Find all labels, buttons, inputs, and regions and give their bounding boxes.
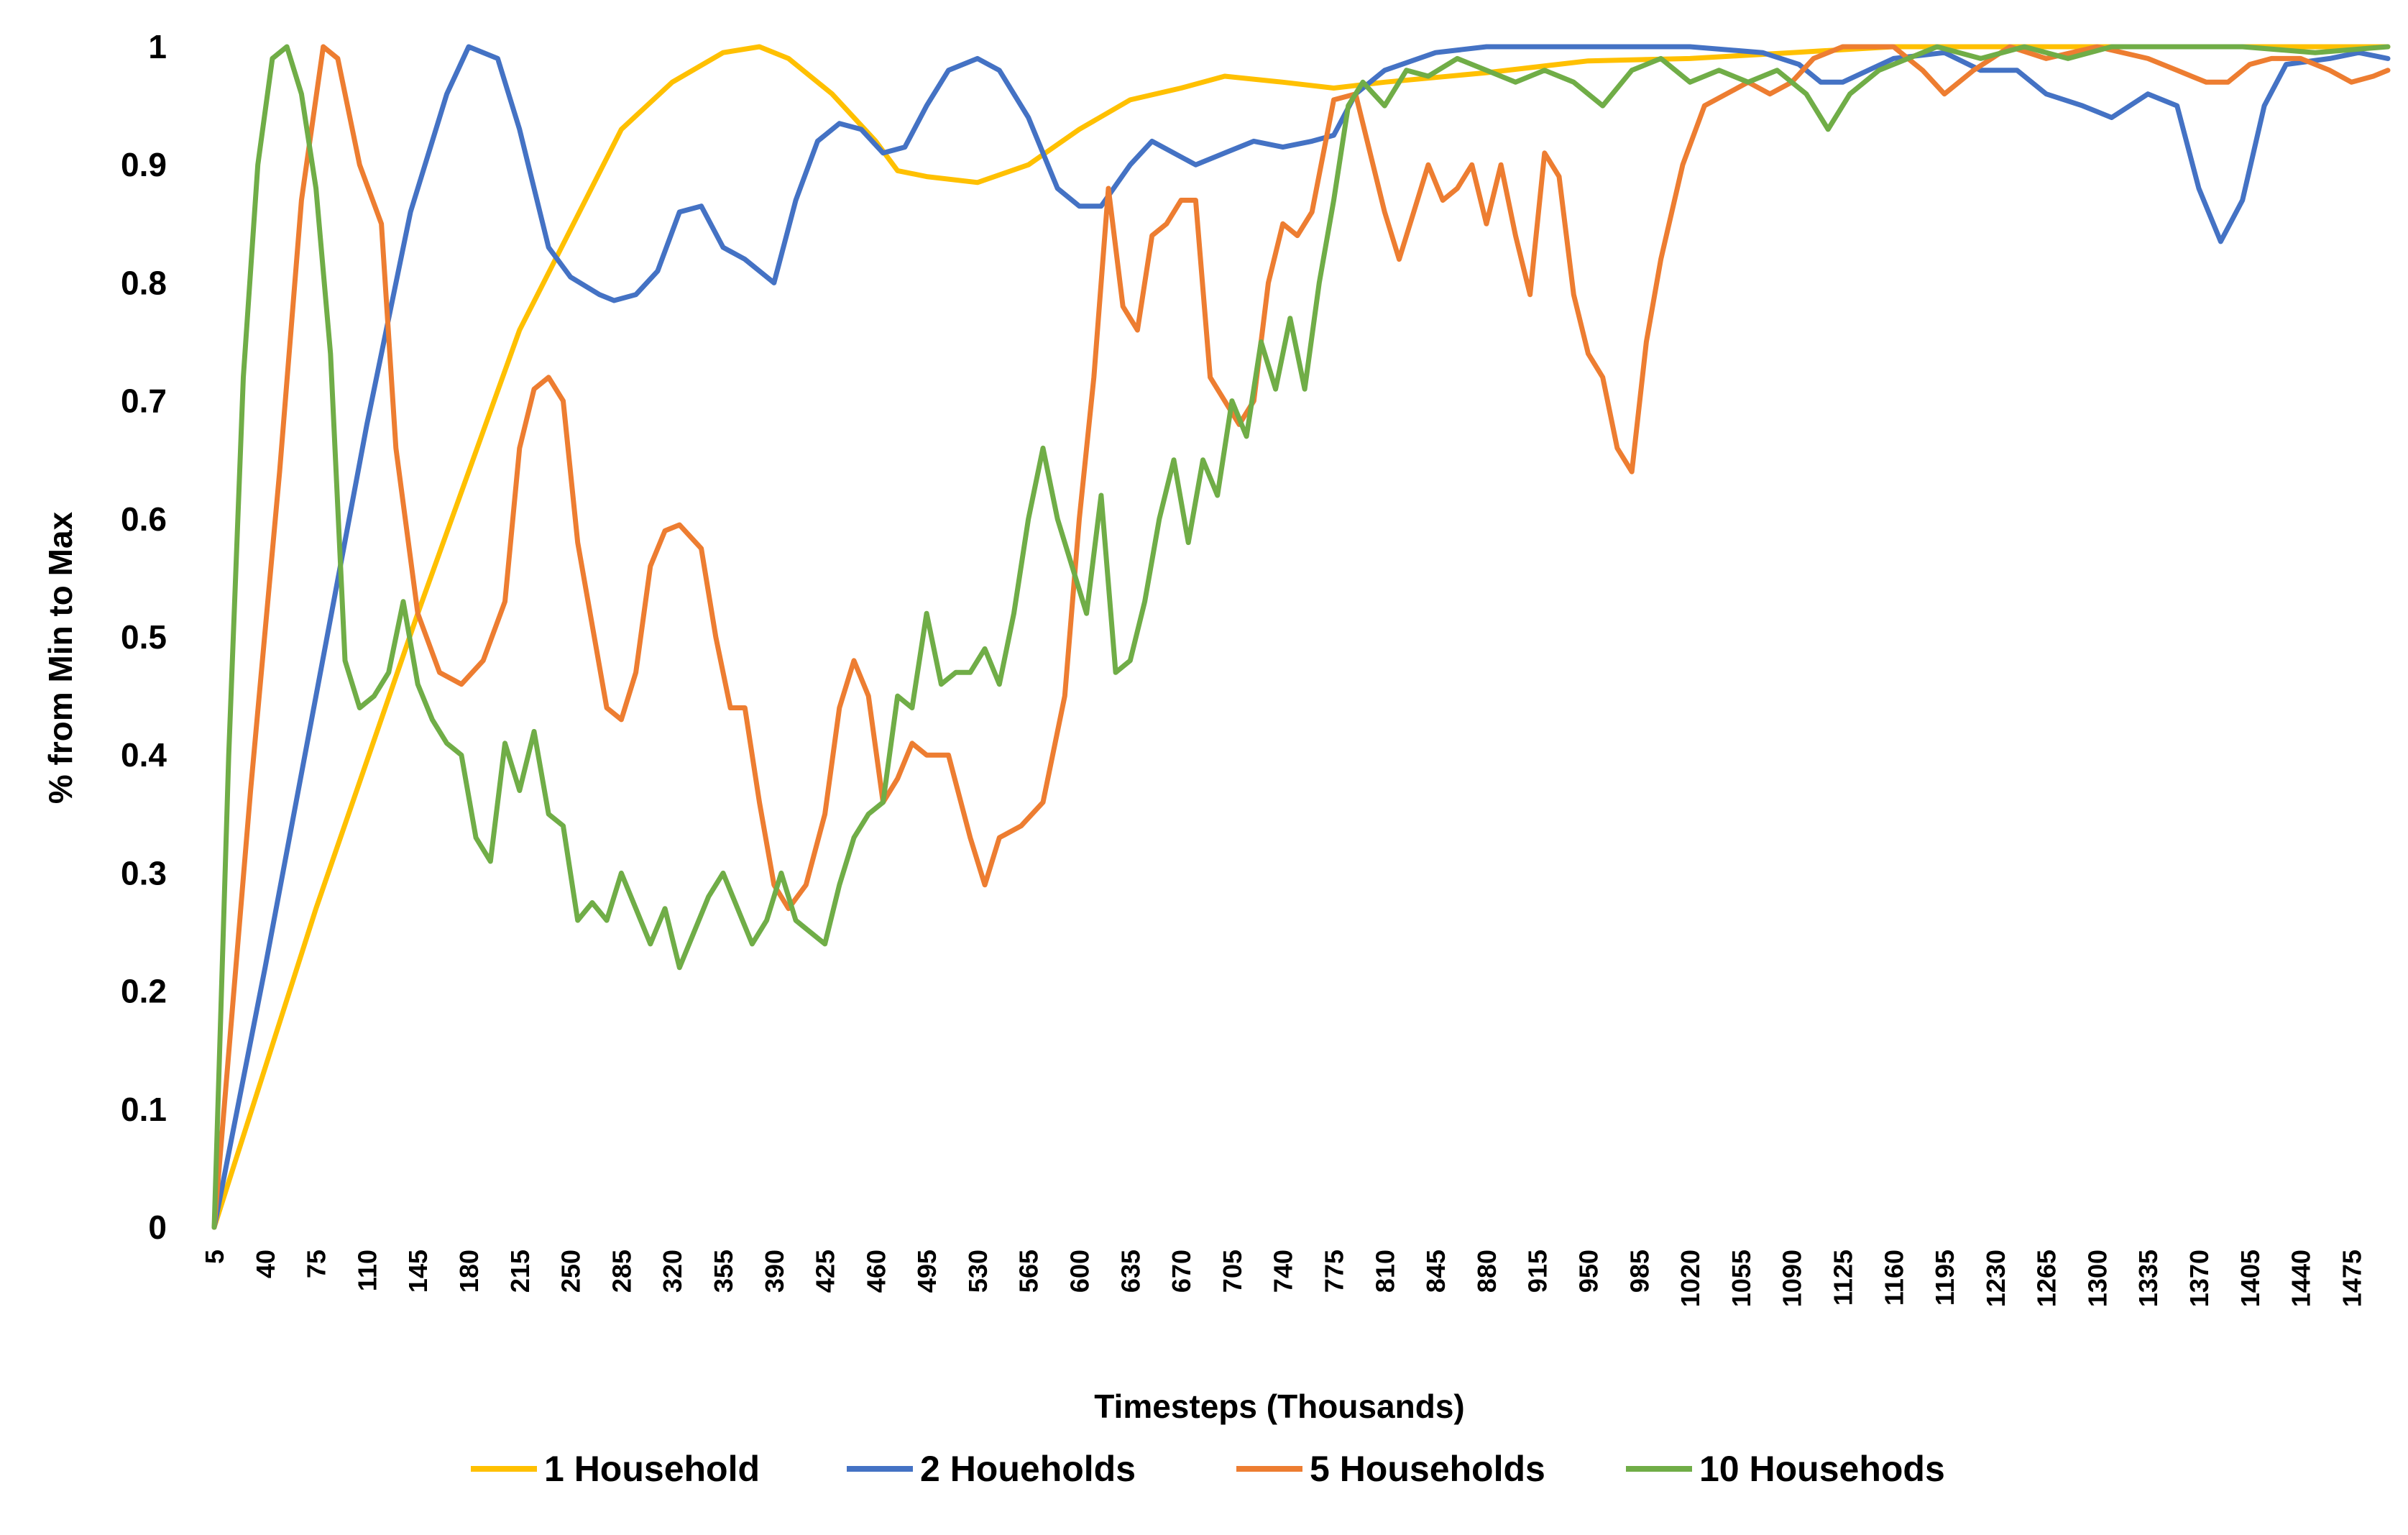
x-tick-label: 180 [454, 1250, 484, 1293]
x-tick-label: 110 [352, 1250, 382, 1291]
y-tick-label: 0.3 [121, 854, 167, 892]
legend-label-1: 1 Household [544, 1449, 760, 1489]
y-axis-title: % from Min to Max [42, 511, 79, 804]
x-tick-label: 950 [1573, 1250, 1603, 1293]
x-tick-label: 1405 [2235, 1250, 2265, 1307]
x-tick-label: 565 [1014, 1250, 1044, 1293]
x-tick-label: 390 [760, 1250, 789, 1293]
y-tick-label: 0.4 [121, 736, 167, 774]
x-tick-label: 740 [1269, 1250, 1298, 1293]
x-tick-label: 250 [556, 1250, 586, 1293]
y-tick-label: 0.5 [121, 618, 167, 656]
x-tick-label: 425 [811, 1250, 840, 1293]
x-tick-label: 915 [1523, 1250, 1553, 1293]
x-tick-label: 285 [607, 1250, 636, 1293]
legend: 1 Household 2 Houeholds 5 Households 10 Hou… [471, 1449, 1945, 1489]
x-tick-label: 495 [912, 1250, 942, 1293]
x-tick-label: 705 [1218, 1250, 1247, 1293]
legend-label-3: 5 Households [1310, 1449, 1545, 1489]
x-tick-label: 1090 [1778, 1250, 1807, 1307]
x-tick-label: 75 [302, 1250, 331, 1278]
x-tick-label: 1265 [2032, 1250, 2062, 1307]
y-tick-label: 0.6 [121, 500, 167, 538]
series-line-4 [211, 44, 2391, 1230]
x-tick-label: 320 [658, 1250, 687, 1293]
x-tick-label: 5 [200, 1250, 229, 1264]
y-tick-label: 0.7 [121, 382, 167, 420]
x-tick-label: 670 [1167, 1250, 1196, 1293]
x-tick-label: 1440 [2287, 1250, 2316, 1307]
x-tick-label: 810 [1370, 1250, 1400, 1293]
x-axis-ticks: 5 40 75 110 145 180 215 250 285 320 355 390 425 460 49… [200, 1250, 2366, 1307]
x-tick-label: 145 [403, 1250, 433, 1293]
x-tick-label: 215 [505, 1250, 535, 1293]
y-axis-ticks: 0 0.1 0.2 0.3 0.4 0.5 0.6 0.7 0.8 0.9 1 [121, 28, 167, 1246]
x-tick-label: 1370 [2184, 1250, 2214, 1307]
x-tick-label: 40 [251, 1250, 280, 1278]
y-tick-label: 0.9 [121, 146, 167, 183]
x-tick-label: 1055 [1727, 1250, 1756, 1307]
y-tick-label: 0.2 [121, 973, 167, 1010]
legend-label-4: 10 Househods [1699, 1449, 1945, 1489]
x-tick-label: 845 [1421, 1250, 1451, 1293]
x-tick-label: 530 [963, 1250, 993, 1293]
x-tick-label: 355 [709, 1250, 738, 1293]
x-tick-label: 1230 [1981, 1250, 2011, 1307]
x-tick-label: 1335 [2133, 1250, 2163, 1307]
x-tick-label: 985 [1625, 1250, 1654, 1293]
x-tick-label: 1160 [1879, 1250, 1908, 1306]
x-tick-label: 460 [861, 1250, 891, 1293]
y-tick-label: 0 [148, 1209, 167, 1246]
series-line-3 [211, 44, 2391, 1230]
x-tick-label: 1475 [2337, 1250, 2366, 1307]
y-tick-label: 0.8 [121, 264, 167, 301]
y-tick-label: 1 [148, 28, 167, 65]
y-tick-label: 0.1 [121, 1091, 167, 1128]
series-line-2 [211, 44, 2391, 1230]
legend-label-2: 2 Houeholds [920, 1449, 1136, 1489]
x-tick-label: 1125 [1828, 1250, 1857, 1306]
x-tick-label: 635 [1116, 1250, 1145, 1293]
x-axis-title: Timesteps (Thousands) [1094, 1388, 1464, 1425]
x-tick-label: 775 [1320, 1250, 1349, 1293]
x-tick-label: 1300 [2082, 1250, 2112, 1307]
series-lines [211, 44, 2391, 1230]
x-tick-label: 1195 [1930, 1250, 1959, 1306]
x-tick-label: 880 [1472, 1250, 1502, 1293]
x-tick-label: 600 [1065, 1250, 1095, 1293]
x-tick-label: 1020 [1676, 1250, 1705, 1307]
